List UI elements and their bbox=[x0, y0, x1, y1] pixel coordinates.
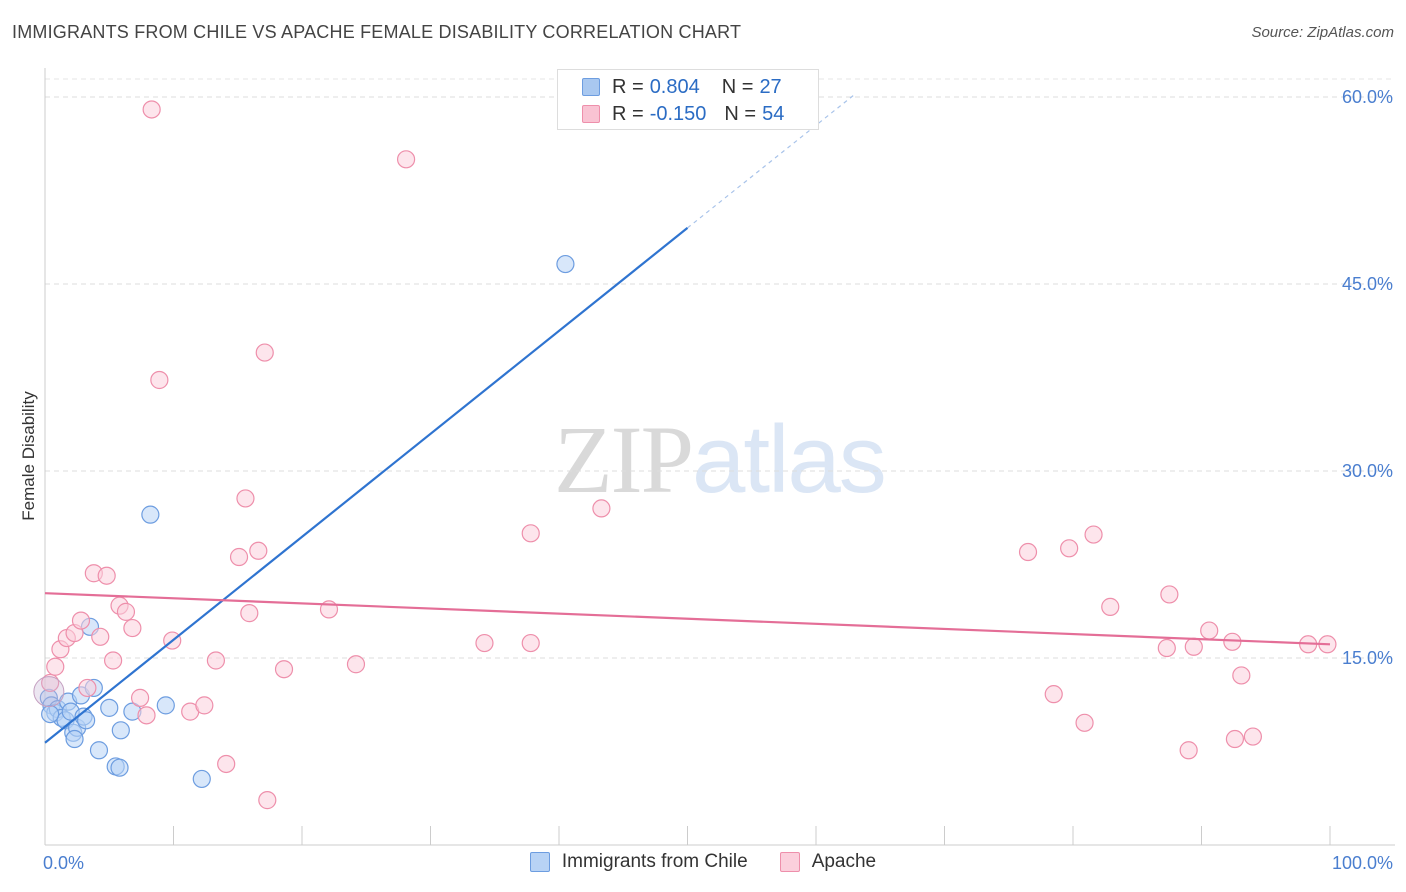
series-legend-apache: Apache bbox=[779, 851, 877, 873]
y-tick-label: 60.0% bbox=[1342, 87, 1393, 107]
apache-point bbox=[71, 611, 91, 630]
legend-n-label: N = bbox=[721, 75, 754, 98]
apache-point bbox=[116, 602, 136, 621]
apache-point bbox=[346, 655, 366, 674]
series-legend-chile: Immigrants from Chile bbox=[529, 851, 748, 873]
legend-swatch-chile bbox=[582, 78, 600, 96]
legend-r-label: R = bbox=[612, 102, 644, 125]
apache-point bbox=[97, 566, 116, 585]
apache-trend-line bbox=[44, 592, 1331, 646]
y-tick-label: 15.0% bbox=[1342, 648, 1393, 668]
apache-point bbox=[195, 696, 214, 715]
apache-point bbox=[1232, 666, 1251, 685]
y-tick-label: 30.0% bbox=[1342, 461, 1393, 481]
apache-point bbox=[104, 651, 123, 670]
data-points bbox=[33, 100, 1337, 810]
apache-point bbox=[240, 604, 259, 623]
grid-lines bbox=[45, 78, 1395, 659]
apache-point bbox=[1223, 632, 1242, 651]
apache-point bbox=[46, 657, 65, 676]
apache-point bbox=[206, 651, 226, 670]
series-label-apache: Apache bbox=[811, 851, 877, 872]
legend-swatch-apache bbox=[582, 105, 600, 123]
chile-trend-line bbox=[44, 227, 689, 744]
chile-point bbox=[65, 729, 84, 749]
chile-point bbox=[141, 505, 160, 524]
apache-point bbox=[249, 541, 268, 560]
apache-point bbox=[1157, 638, 1176, 658]
apache-point bbox=[1200, 621, 1219, 640]
apache-point bbox=[236, 489, 255, 508]
apache-point bbox=[1225, 729, 1245, 749]
apache-point bbox=[142, 100, 161, 119]
apache-point bbox=[137, 706, 156, 725]
source-label: Source: ZipAtlas.com bbox=[1251, 24, 1394, 41]
apache-point bbox=[123, 618, 142, 638]
chile-point bbox=[77, 711, 96, 730]
apache-point bbox=[41, 673, 60, 693]
apache-point bbox=[130, 688, 150, 707]
series-swatch-apache bbox=[779, 852, 800, 872]
apache-point bbox=[255, 343, 274, 362]
axes bbox=[44, 68, 1395, 846]
apache-point bbox=[1179, 741, 1198, 760]
apache-point bbox=[592, 499, 611, 518]
legend-r-value: -0.150 bbox=[649, 102, 707, 125]
apache-point bbox=[1160, 585, 1179, 604]
chile-point bbox=[41, 704, 60, 724]
chile-point bbox=[100, 698, 119, 717]
chile-point bbox=[89, 741, 109, 760]
tick-labels: 15.0% 30.0% 45.0% 60.0% 0.0% 100.0% bbox=[43, 87, 1393, 873]
chile-point bbox=[156, 696, 175, 715]
chile-point bbox=[111, 721, 130, 740]
apache-point bbox=[1243, 727, 1263, 746]
apache-point bbox=[1060, 539, 1079, 558]
trend-lines bbox=[44, 94, 1331, 744]
apache-point bbox=[1018, 542, 1038, 562]
apache-point bbox=[91, 627, 110, 646]
apache-point bbox=[1075, 713, 1094, 732]
apache-point bbox=[258, 791, 277, 810]
legend-n-label: N = bbox=[724, 102, 757, 125]
chile-point bbox=[110, 758, 129, 777]
legend-r-value: 0.804 bbox=[649, 75, 700, 98]
legend-n-value: 54 bbox=[762, 102, 785, 125]
legend-r-label: R = bbox=[612, 75, 644, 98]
apache-point bbox=[217, 754, 236, 774]
apache-point bbox=[78, 678, 97, 698]
apache-point bbox=[150, 370, 169, 390]
apache-point bbox=[1184, 637, 1203, 656]
chile-trend-extension bbox=[687, 94, 855, 229]
apache-point bbox=[521, 633, 540, 653]
chart-title: IMMIGRANTS FROM CHILE VS APACHE FEMALE D… bbox=[12, 22, 742, 42]
y-axis-title: Female Disability bbox=[19, 391, 38, 521]
series-label-chile: Immigrants from Chile bbox=[561, 851, 748, 872]
apache-point bbox=[396, 150, 416, 169]
apache-point bbox=[274, 660, 294, 679]
correlation-legend: R = 0.804 N = 27 R = -0.150 N = 54 bbox=[557, 69, 819, 130]
apache-point bbox=[1101, 597, 1120, 616]
chile-point bbox=[556, 254, 575, 274]
cluster-point bbox=[33, 676, 65, 708]
apache-point bbox=[229, 547, 249, 567]
legend-row-apache: R = -0.150 N = 54 bbox=[582, 101, 784, 127]
x-tick-label: 0.0% bbox=[43, 853, 84, 873]
series-swatch-chile bbox=[529, 852, 550, 872]
apache-point bbox=[475, 633, 494, 653]
chile-point bbox=[192, 769, 211, 789]
legend-n-value: 27 bbox=[759, 75, 782, 98]
legend-row-chile: R = 0.804 N = 27 bbox=[582, 74, 782, 100]
series-legend: Immigrants from Chile Apache bbox=[0, 851, 1406, 873]
apache-point bbox=[521, 524, 540, 543]
x-tick-label: 100.0% bbox=[1332, 853, 1393, 873]
apache-point bbox=[1084, 525, 1103, 544]
y-tick-label: 45.0% bbox=[1342, 274, 1393, 294]
apache-point bbox=[1044, 685, 1063, 704]
